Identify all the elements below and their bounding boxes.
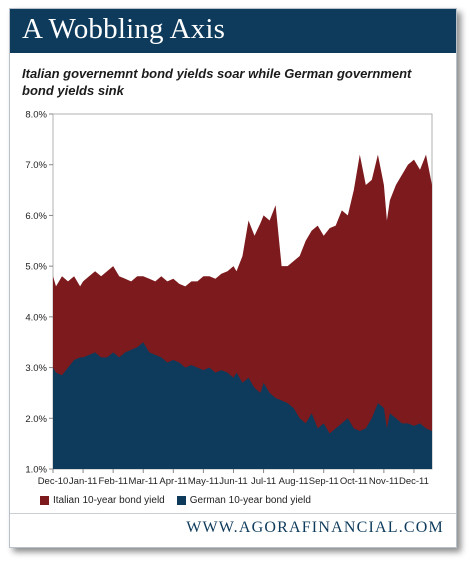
chart-title: A Wobbling Axis: [22, 13, 226, 45]
y-tick-label: 3.0%: [25, 363, 47, 374]
y-tick-label: 8.0%: [25, 110, 47, 121]
x-tick-label: Jun-11: [219, 476, 247, 487]
chart-card: A Wobbling Axis Italian governemnt bond …: [9, 8, 457, 548]
x-tick-label: Mar-11: [129, 476, 158, 487]
x-tick-label: Apr-11: [159, 476, 187, 487]
legend-item-italy: Italian 10-year bond yield: [40, 495, 165, 506]
x-tick-label: Dec-11: [399, 476, 429, 487]
title-banner: A Wobbling Axis: [10, 9, 456, 53]
legend-label-germany: German 10-year bond yield: [189, 494, 311, 506]
x-tick-label: Oct-11: [340, 476, 368, 487]
y-tick-label: 2.0%: [25, 414, 47, 425]
chart-subtitle: Italian governemnt bond yields soar whil…: [22, 66, 412, 98]
x-tick-label: Jan-11: [69, 476, 97, 487]
footer-divider: [10, 513, 456, 514]
y-tick-label: 7.0%: [25, 160, 47, 171]
y-tick-label: 5.0%: [25, 262, 47, 273]
area-series-germany: [53, 342, 432, 469]
x-tick-label: Sep-11: [309, 476, 339, 487]
chart-legend: Italian 10-year bond yield German 10-yea…: [40, 493, 323, 507]
legend-swatch-italy: [40, 495, 49, 505]
x-tick-label: Aug-11: [279, 476, 309, 487]
source-credit: WWW.AGORAFINANCIAL.COM: [186, 519, 444, 536]
y-tick-label: 6.0%: [25, 211, 47, 222]
x-tick-label: May-11: [188, 476, 219, 487]
x-tick-label: Dec-10: [38, 476, 69, 487]
legend-swatch-germany: [176, 495, 186, 505]
x-tick-label: Feb-11: [98, 476, 127, 487]
legend-item-germany: German 10-year bond yield: [176, 494, 311, 506]
x-tick-label: Nov-11: [369, 476, 399, 487]
area-chart: 1.0% 2.0% 3.0% 4.0% 5.0% 6.0% 7.0% 8.0% Dec-10 Ja…: [25, 110, 433, 487]
legend-label-italy: Italian 10-year bond yield: [53, 494, 165, 506]
x-tick-label: Jul-11: [251, 476, 276, 487]
y-tick-label: 1.0%: [25, 465, 47, 476]
y-tick-label: 4.0%: [25, 312, 47, 323]
